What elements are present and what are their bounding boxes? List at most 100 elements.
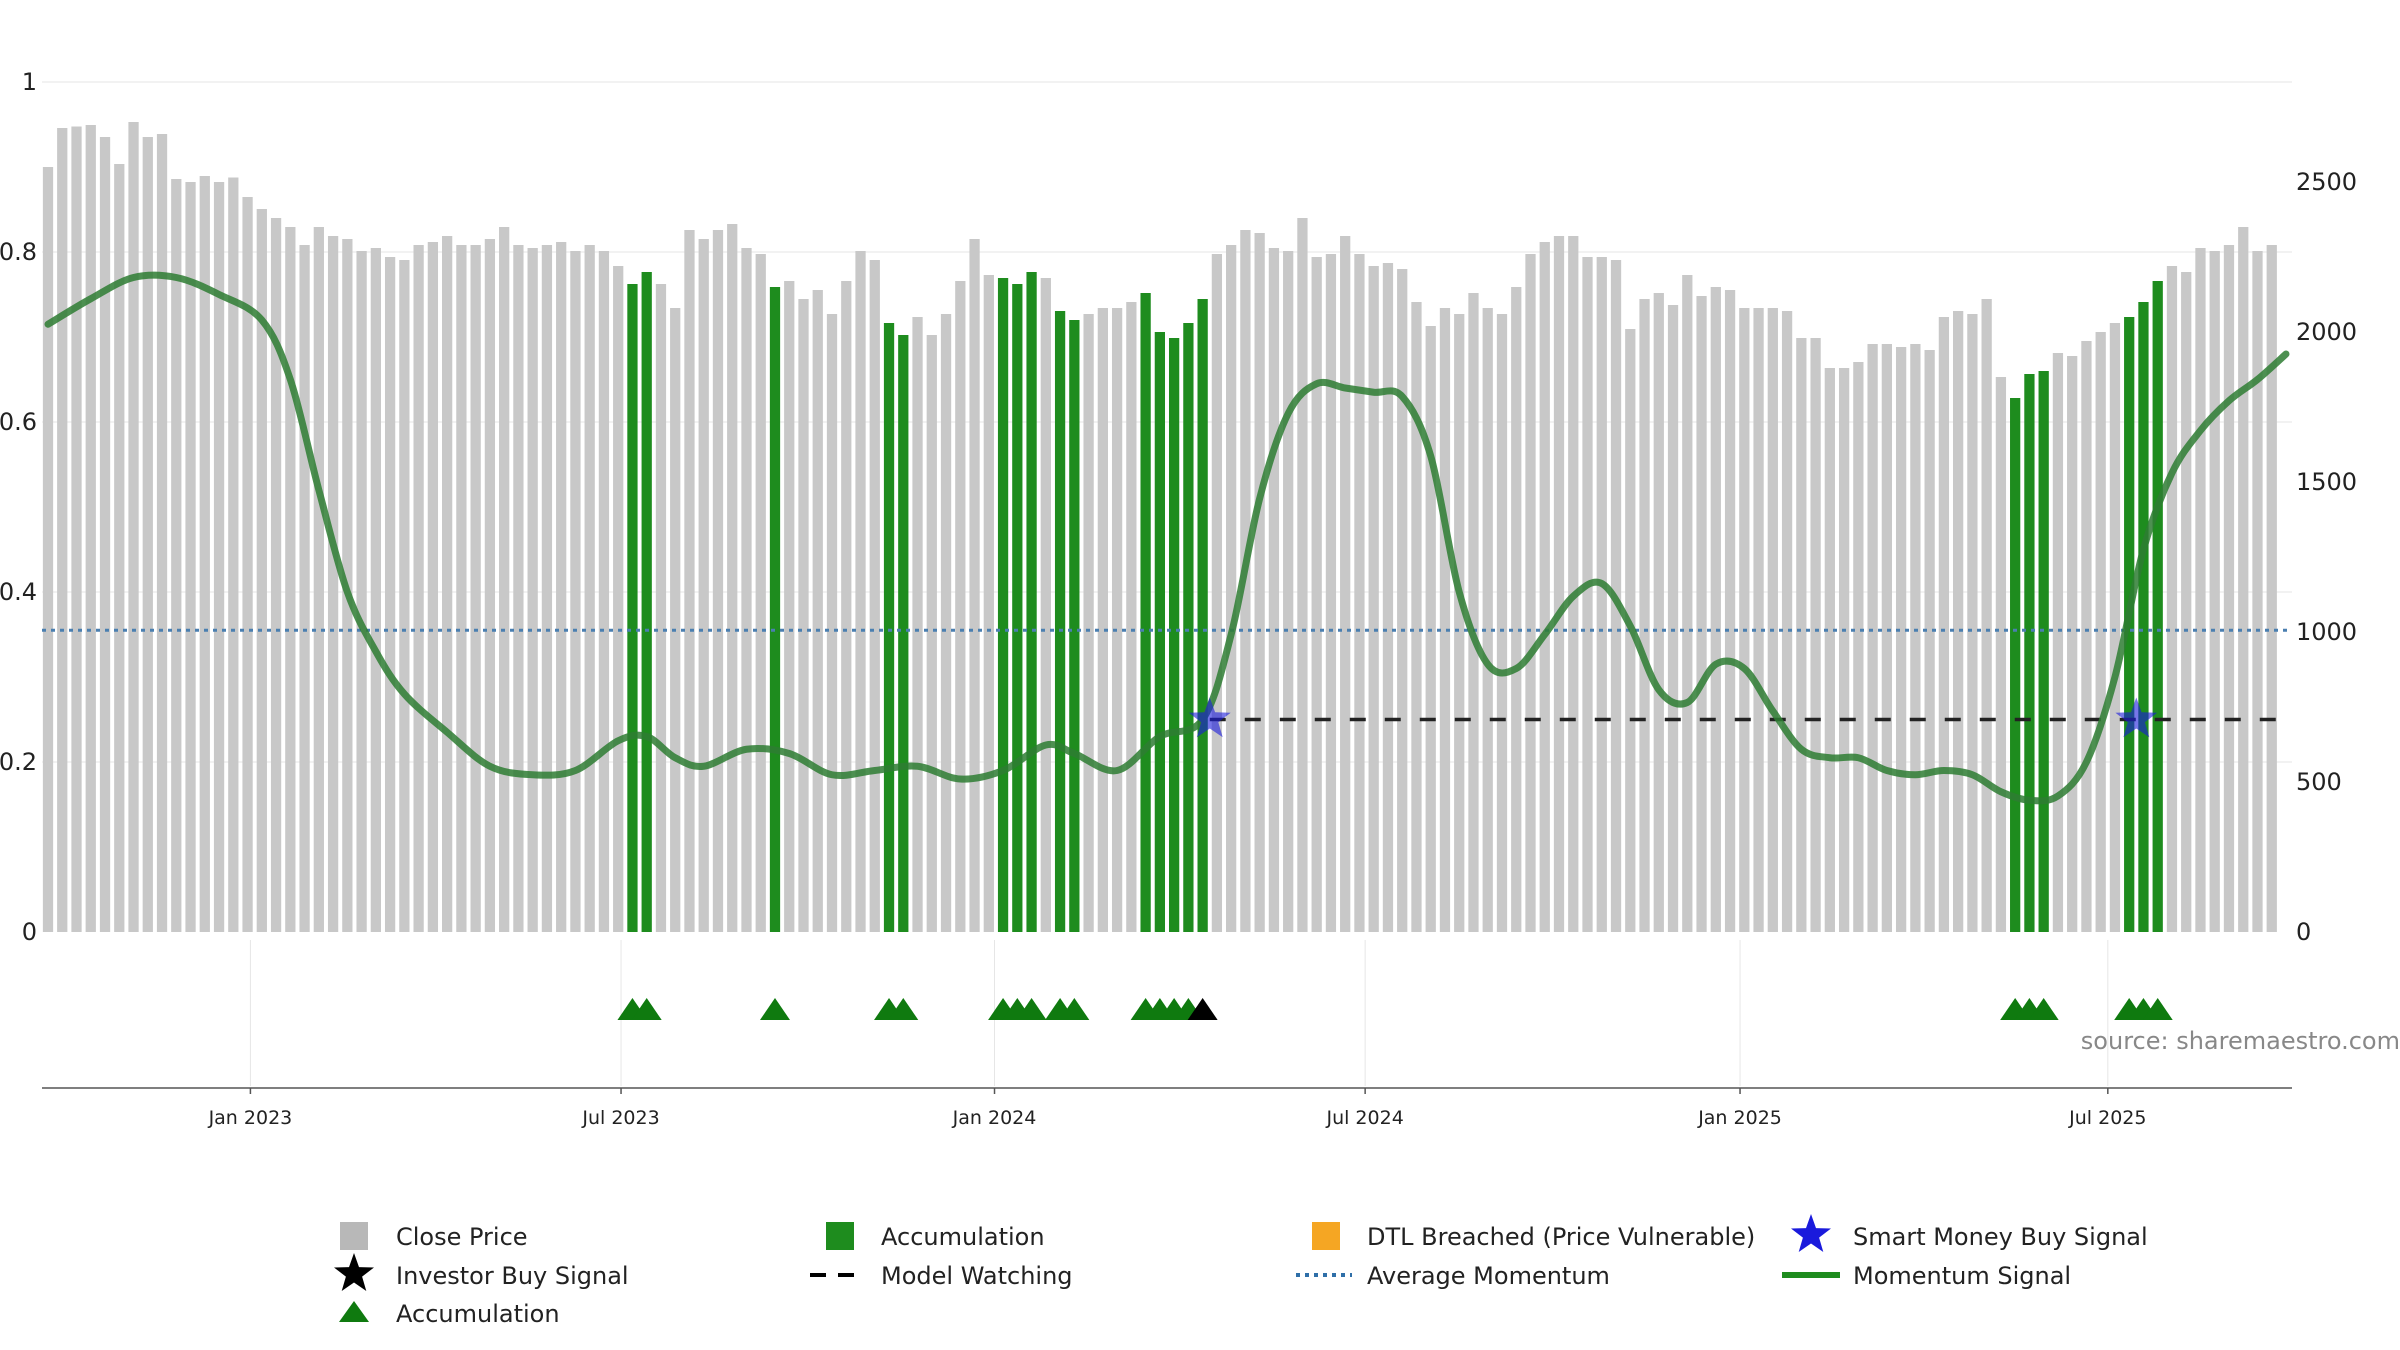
price-bar [299,245,310,932]
investor-buy-triangle-icon [1187,998,1218,1020]
signal-markers [617,697,2173,1020]
price-bar [142,137,153,932]
price-bar [1297,218,1308,932]
legend-label-accumulation-bar: Accumulation [881,1223,1045,1251]
accumulation-bar [1012,284,1023,932]
price-bar [2081,341,2092,932]
price-bar [1468,293,1479,932]
price-bar [1682,275,1693,932]
accumulation-triangle-icon [759,998,790,1020]
legend-label-model-watching: Model Watching [881,1262,1073,1290]
price-bar [1211,254,1223,932]
price-bar [1539,242,1550,932]
right-tick-label: 2500 [2296,168,2357,196]
price-bar [228,177,239,932]
price-bar [442,236,453,932]
accumulation-bar [2038,371,2049,932]
accumulation-bar [1140,293,1151,932]
price-bar [712,230,724,932]
price-bar [1753,308,1764,932]
x-tick-label: Jul 2024 [1325,1107,1403,1129]
price-bar [584,245,595,932]
accumulation-bar [1069,320,1080,932]
price-bar [1368,266,1379,932]
price-bar [1696,296,1707,932]
price-bar [1439,308,1451,932]
accumulation-bar [1168,338,1180,932]
price-bar [356,251,367,932]
legend-label-momentum-signal: Momentum Signal [1853,1262,2071,1290]
accumulation-bar [997,278,1009,932]
price-bar [655,284,667,932]
price-bar [1226,245,1237,932]
price-bar [1268,248,1280,932]
price-bar [270,218,282,932]
price-bar [1724,290,1736,932]
price-bar [570,251,581,932]
price-bar [841,281,852,932]
legend-star-smart-money-icon [1791,1214,1831,1252]
price-bar [1553,236,1565,932]
legend-star-investor-buy-icon [334,1253,374,1291]
accumulation-bar [1054,311,1066,932]
price-bar [812,290,823,932]
price-bar [1881,344,1892,932]
price-bar [1582,257,1593,932]
momentum-signal-line [44,271,2290,805]
accumulation-triangle-icon [1059,998,1090,1020]
price-bar [85,125,96,932]
accumulation-bar [2024,374,2035,932]
price-bar [1995,377,2007,932]
legend-swatch-accumulation-bar [826,1222,854,1250]
price-bar [285,227,296,932]
price-bar [556,242,567,932]
price-bar [855,251,866,932]
price-bar [1325,254,1337,932]
price-bar [784,281,795,932]
price-bar [213,182,225,932]
price-bar [156,134,168,932]
price-bar [2195,248,2206,932]
price-bar [2181,272,2192,932]
price-bar [499,227,510,932]
price-bar [2109,323,2121,932]
price-bar [1511,287,1522,932]
price-bar [1568,236,1579,932]
accumulation-bar [641,272,652,932]
price-bar [456,245,467,932]
price-bar [2209,251,2220,932]
price-bar [1340,236,1351,932]
price-bar [1924,350,1935,932]
price-bar [2052,353,2064,932]
price-bar [42,167,54,932]
price-bar [470,245,481,932]
price-bar [1040,278,1051,932]
source-label: source: sharemaestro.com [2081,1027,2400,1055]
price-bar [1397,269,1408,932]
legend-swatch-close-price [340,1222,368,1250]
price-bar [128,122,139,932]
price-bar [1981,299,1992,932]
price-bar [2095,332,2106,932]
price-bar [384,257,396,932]
accumulation-bar [898,335,909,932]
price-bar [427,242,439,932]
price-bar [598,251,610,932]
price-bar [513,245,524,932]
price-bar [370,248,381,932]
price-bar [727,224,738,932]
legend-swatch-dtl-breached [1312,1222,1340,1250]
smart-money-star-icon [1188,697,1231,738]
accumulation-bar [769,287,781,932]
price-bar [242,197,253,932]
left-tick-label: 0 [22,918,37,946]
price-bar [541,245,553,932]
right-tick-label: 500 [2296,768,2342,796]
price-bar [484,239,496,932]
legend-label-accumulation-marker: Accumulation [396,1300,560,1328]
price-bar [1910,344,1921,932]
price-bar [71,126,82,932]
left-tick-label: 0.6 [0,408,37,436]
price-bar [1867,344,1878,932]
accumulation-triangle-icon [1016,998,1047,1020]
